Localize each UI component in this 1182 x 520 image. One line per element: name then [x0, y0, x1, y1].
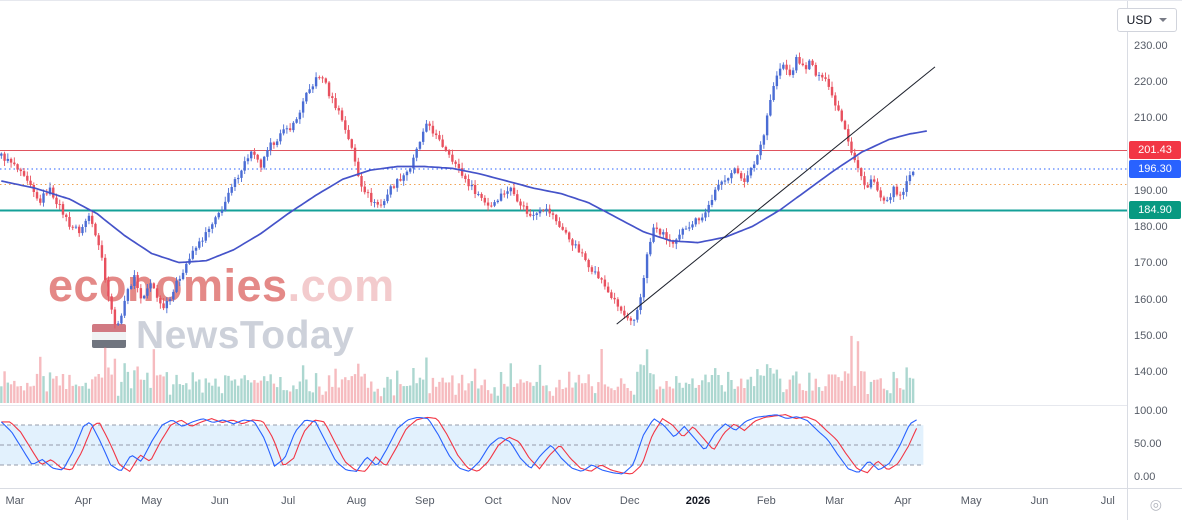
time-axis-label: Jun [1030, 495, 1049, 507]
price-tick-label: 150.00 [1134, 329, 1168, 342]
time-axis-label: Sep [415, 495, 435, 507]
time-axis[interactable]: Mar Apr May Jun Jul Aug Sep Oct Nov Dec 2026 Feb Mar… [0, 488, 1182, 520]
price-tick-label: 220.00 [1134, 76, 1168, 89]
candlestick-series [0, 52, 915, 329]
time-axis-label: Mar [825, 495, 845, 507]
currency-label: USD [1126, 13, 1152, 27]
moving-average-line [1, 130, 927, 264]
price-axis[interactable]: 201.43 196.30 184.90 230.00 220.00 210.00 1… [1127, 1, 1182, 520]
support-price-badge: 184.90 [1129, 201, 1181, 220]
oscillator-tick-label: 100.00 [1134, 405, 1168, 417]
time-axis-label: Dec [619, 495, 640, 507]
trendline [616, 66, 936, 325]
price-tick-label: 230.00 [1134, 40, 1168, 52]
time-axis-label: Mar [5, 495, 25, 507]
price-tick-label: 190.00 [1134, 184, 1168, 197]
time-axis-label: Jul [1100, 495, 1115, 507]
time-axis-label: Aug [346, 495, 367, 507]
volume-bars [0, 335, 915, 403]
panel-separator [0, 405, 1182, 406]
time-axis-label: Jul [281, 495, 296, 507]
time-axis-label: May [141, 495, 162, 507]
time-axis-label: Oct [484, 495, 502, 507]
time-axis-label: 2026 [685, 495, 711, 507]
time-axis-label: Apr [74, 495, 92, 507]
price-tick-label: 210.00 [1134, 112, 1168, 125]
oscillator-band [0, 424, 924, 466]
price-tick-label: 140.00 [1134, 365, 1168, 378]
price-tick-label: 160.00 [1134, 293, 1168, 306]
time-axis-label: Nov [551, 495, 572, 507]
oscillator-tick-label: 50.00 [1134, 438, 1162, 450]
oscillator-tick-label: 0.00 [1134, 471, 1156, 483]
chevron-down-icon [1159, 18, 1167, 22]
time-axis-label: Feb [756, 495, 776, 507]
oscillator-lines [0, 414, 918, 475]
price-levels [0, 149, 1127, 212]
currency-dropdown[interactable]: USD [1116, 8, 1177, 32]
chart-plot-area[interactable] [0, 1, 1127, 488]
time-axis-label: Apr [894, 495, 912, 507]
price-tick-label: 180.00 [1134, 221, 1168, 234]
time-axis-label: Jun [211, 495, 229, 507]
last-price-badge: 196.30 [1129, 160, 1181, 179]
resistance-price-badge: 201.43 [1129, 141, 1181, 160]
price-tick-label: 170.00 [1134, 257, 1168, 270]
time-axis-label: May [960, 495, 982, 507]
chart-logo-icon[interactable]: ◎ [1149, 496, 1162, 512]
